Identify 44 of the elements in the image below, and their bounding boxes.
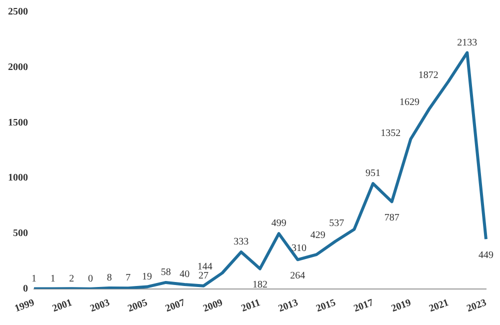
y-tick-label: 500 xyxy=(13,228,28,240)
x-tick-label: 2019 xyxy=(390,297,413,315)
data-label: 40 xyxy=(180,269,190,280)
data-label: 429 xyxy=(310,230,326,241)
data-label: 333 xyxy=(234,236,249,248)
data-label: 1 xyxy=(50,273,56,284)
data-label: 951 xyxy=(366,168,380,180)
x-tick-label: 2009 xyxy=(202,297,224,315)
data-label: 264 xyxy=(290,270,306,282)
data-label: 499 xyxy=(271,218,286,230)
data-label: 7 xyxy=(126,272,131,284)
y-tick-label: 2500 xyxy=(8,6,28,18)
x-tick-label: 2001 xyxy=(51,297,74,315)
x-tick-label: 2023 xyxy=(465,297,488,315)
x-tick-label: 2013 xyxy=(277,297,300,315)
x-tick-label: 2007 xyxy=(164,297,187,315)
data-label: 787 xyxy=(384,212,400,224)
data-label: 537 xyxy=(329,218,344,230)
data-label: 182 xyxy=(252,279,268,290)
y-tick-label: 0 xyxy=(23,283,28,294)
data-label: 19 xyxy=(142,271,152,282)
data-label: 449 xyxy=(478,250,494,261)
data-label: 1 xyxy=(32,273,36,284)
y-tick-label: 1000 xyxy=(8,172,28,184)
x-tick-label: 2011 xyxy=(240,297,262,314)
y-tick-label: 2000 xyxy=(8,62,28,73)
data-label: 0 xyxy=(88,274,93,285)
x-tick-label: 2017 xyxy=(352,297,375,315)
data-label: 1352 xyxy=(380,128,401,139)
data-label: 2 xyxy=(69,273,74,284)
data-label: 144 xyxy=(197,262,212,273)
x-tick-label: 1999 xyxy=(13,297,36,315)
data-label: 310 xyxy=(292,243,306,254)
data-label: 2133 xyxy=(457,37,478,48)
data-label: 1629 xyxy=(400,97,420,108)
data-label: 1872 xyxy=(418,70,438,82)
x-tick-label: 2005 xyxy=(126,297,149,315)
x-tick-label: 2021 xyxy=(428,297,450,315)
data-label: 8 xyxy=(106,272,112,284)
data-label: 58 xyxy=(160,267,171,278)
data-label: 27 xyxy=(198,270,208,282)
y-tick-label: 1500 xyxy=(8,117,28,128)
x-tick-label: 2015 xyxy=(314,297,338,315)
x-tick-label: 2003 xyxy=(88,297,112,315)
